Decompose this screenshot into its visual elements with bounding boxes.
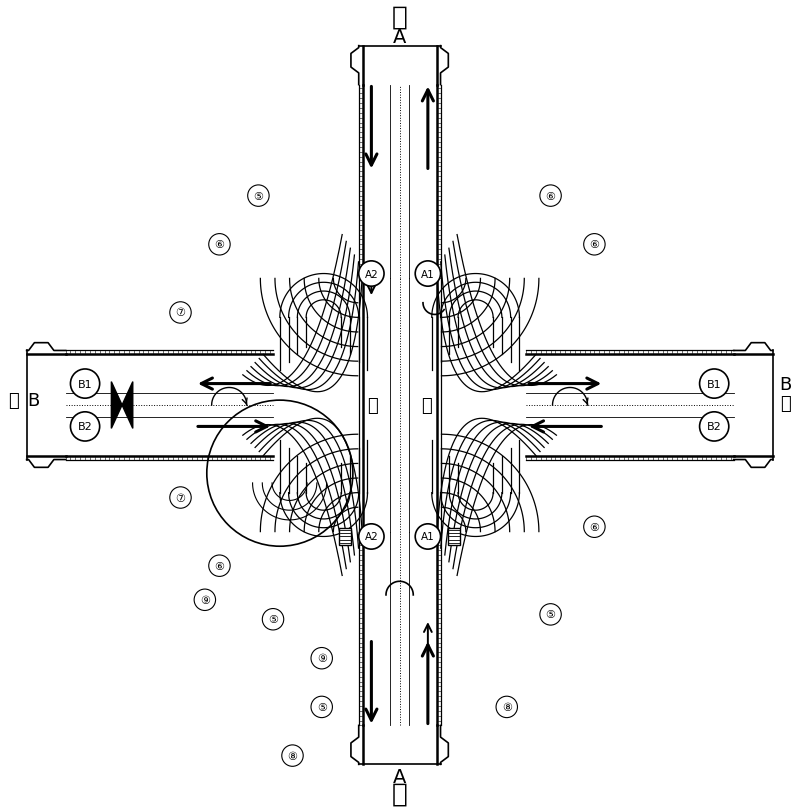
Circle shape (358, 524, 384, 550)
Text: 北: 北 (392, 4, 407, 30)
Text: B: B (779, 375, 791, 393)
Text: 桥: 桥 (422, 397, 432, 414)
Circle shape (358, 261, 384, 287)
Circle shape (699, 370, 729, 399)
Bar (448, 528, 461, 546)
Text: ⑥: ⑥ (590, 522, 599, 532)
Text: A2: A2 (365, 269, 378, 279)
Text: A2: A2 (365, 532, 378, 542)
Text: A: A (393, 767, 406, 787)
Circle shape (70, 412, 100, 441)
Text: A: A (393, 28, 406, 46)
Bar (358, 350, 442, 461)
Text: ⑥: ⑥ (214, 240, 225, 250)
Circle shape (415, 524, 441, 550)
Polygon shape (111, 382, 122, 429)
Text: B: B (27, 392, 40, 410)
Text: B1: B1 (707, 379, 722, 389)
Text: ⑦: ⑦ (175, 308, 186, 318)
Circle shape (699, 412, 729, 441)
Text: ⑤: ⑤ (254, 191, 263, 201)
Text: 南: 南 (392, 781, 407, 807)
Text: ⑤: ⑤ (546, 610, 555, 620)
Text: A1: A1 (421, 269, 434, 279)
Circle shape (70, 370, 100, 399)
Text: A1: A1 (421, 532, 434, 542)
Text: ⑤: ⑤ (317, 702, 326, 712)
Text: 拱: 拱 (367, 397, 378, 414)
Text: ⑧: ⑧ (287, 751, 298, 761)
Text: B2: B2 (78, 422, 93, 432)
Text: 东: 东 (780, 395, 790, 413)
Bar (338, 528, 351, 546)
Polygon shape (122, 382, 133, 429)
Text: 西: 西 (9, 392, 19, 410)
Text: ⑥: ⑥ (546, 191, 555, 201)
Text: ⑤: ⑤ (268, 615, 278, 624)
Text: ⑥: ⑥ (590, 240, 599, 250)
Text: B2: B2 (707, 422, 722, 432)
Text: ⑨: ⑨ (317, 654, 326, 663)
Text: ⑦: ⑦ (175, 493, 186, 503)
Circle shape (415, 261, 441, 287)
Text: ⑨: ⑨ (200, 595, 210, 605)
Text: ⑧: ⑧ (502, 702, 512, 712)
Text: ⑥: ⑥ (214, 561, 225, 571)
Text: B1: B1 (78, 379, 92, 389)
